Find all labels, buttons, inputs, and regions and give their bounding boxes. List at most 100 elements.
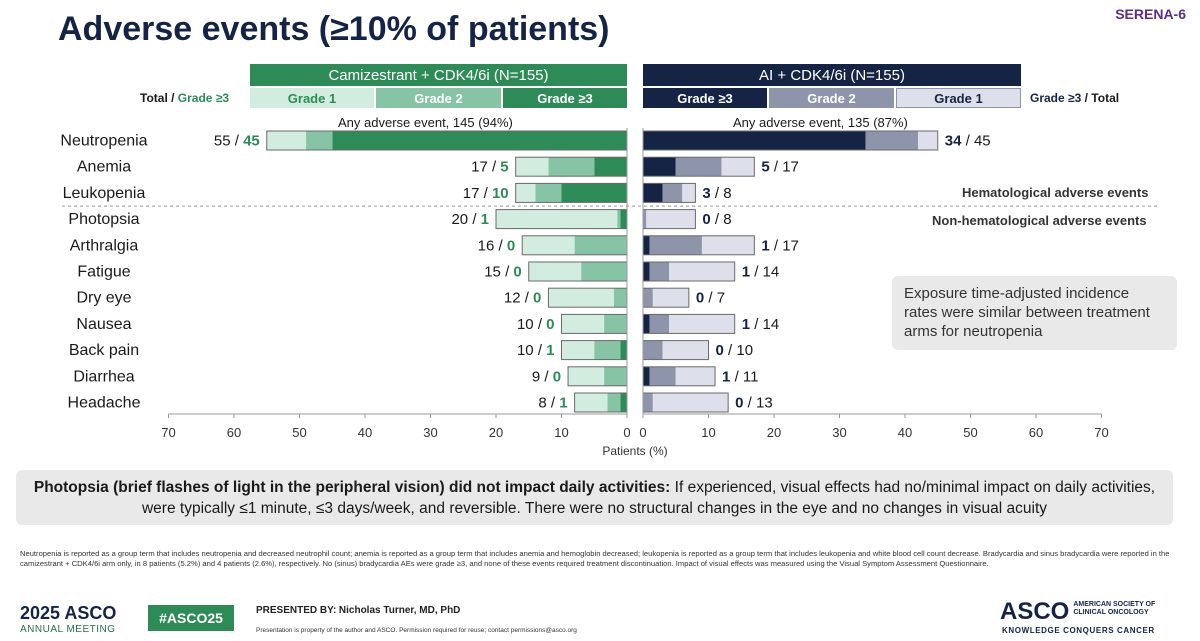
right-value-label: 5 / 17 [761,159,799,176]
bar-right-grade2 [643,209,647,229]
right-value-label: 0 / 8 [702,211,731,228]
right-value-label: 0 / 13 [735,395,773,412]
legend-left-grade2: Grade 2 [376,88,501,108]
right-total-value: / 17 [774,159,799,176]
bar-right-grade2 [649,366,676,386]
left-value-label: 16 / 0 [478,237,516,254]
right-side-label-total: Total [1091,91,1120,105]
left-grade3-value: 1 [546,342,554,359]
left-total-value: 12 / [504,290,533,307]
left-grade3-value: 0 [533,290,541,307]
bar-right-grade3 [643,262,650,281]
bar-left-grade3 [620,340,627,360]
legend-right-grade3: Grade ≥3 [643,88,767,108]
left-grade3-value: 1 [481,211,489,228]
page-title: Adverse events (≥10% of patients) [58,10,610,48]
bar-left-grade3 [594,157,627,177]
category-label: Nausea [76,316,131,333]
left-side-label: Total / Grade ≥3 [140,91,230,105]
left-total-value: 16 / [478,237,507,254]
category-label: Leukopenia [63,185,146,202]
right-grade3-value: 0 [696,290,709,307]
bar-right-grade3 [643,235,650,255]
right-total-value: / 17 [774,237,799,254]
right-tick-label: 40 [898,425,912,440]
bar-right-grade1 [646,209,696,229]
right-grade3-value: 1 [722,368,735,385]
right-value-label: 0 / 10 [716,342,754,359]
left-total-value: 55 / [214,133,243,150]
right-total-value: / 10 [728,342,753,359]
bar-right-grade2 [643,393,653,412]
non-hematological-section-label: Non-hematological adverse events [932,213,1147,228]
left-grade3-value: 1 [559,395,567,412]
left-total-value: 20 / [451,211,480,228]
legend-right-grade1: Grade 1 [896,88,1021,108]
category-label: Dry eye [76,290,131,307]
left-value-label: 20 / 1 [451,211,489,228]
right-grade3-value: 1 [761,237,774,254]
bar-left-grade1 [528,262,582,281]
category-label: Neutropenia [60,133,147,150]
bar-right-grade1 [669,314,735,334]
left-tick-label: 70 [161,425,175,440]
bar-right-grade3 [643,314,650,334]
left-any-ae: Any adverse event, 145 (94%) [338,115,513,130]
right-tick-label: 20 [767,425,781,440]
bar-left-grade2 [581,262,627,281]
left-total-value: 10 / [517,316,546,333]
category-label: Arthralgia [70,237,139,254]
presenter-name: Nicholas Turner, MD, PhD [338,605,461,616]
annual-meeting-label: ANNUAL MEETING [20,624,116,635]
bar-right-grade2 [865,131,919,150]
right-total-value: / 8 [715,185,732,202]
left-grade3-value: 0 [507,237,515,254]
bar-right-grade2 [649,235,702,255]
bar-left-grade1 [266,131,307,150]
bar-left-grade1 [496,209,618,229]
left-value-label: 55 / 45 [214,133,260,150]
bar-right-grade1 [918,131,938,150]
left-total-value: 10 / [517,342,546,359]
left-value-label: 10 / 1 [517,342,555,359]
bar-right-grade3 [643,183,663,203]
left-tick-label: 60 [227,425,241,440]
right-value-label: 1 / 14 [742,264,780,281]
asco-logo-sub: AMERICAN SOCIETY OF CLINICAL ONCOLOGY [1073,601,1156,616]
right-value-label: 3 / 8 [702,185,731,202]
legend-right-grade2: Grade 2 [769,88,894,108]
right-arm-header: AI + CDK4/6i (N=155) [643,64,1021,86]
bar-left-grade2 [548,157,595,177]
left-grade3-value: 0 [513,264,521,281]
right-total-value: / 7 [708,290,725,307]
hashtag-badge: #ASCO25 [148,605,234,631]
left-value-label: 17 / 10 [463,185,509,202]
left-value-label: 8 / 1 [538,395,567,412]
bar-left-grade1 [515,183,536,203]
right-value-label: 1 / 17 [761,237,799,254]
bar-left-grade2 [594,340,621,360]
bar-left-grade1 [568,366,605,386]
bar-left-grade1 [574,393,608,412]
bar-right-grade2 [675,157,722,177]
left-tick-label: 40 [358,425,372,440]
left-tick-label: 30 [423,425,437,440]
category-label: Anemia [77,159,131,176]
right-value-label: 1 / 14 [742,316,780,333]
trial-logo: SERENA-6 [1115,6,1186,22]
right-grade3-value: 1 [742,264,755,281]
right-grade3-value: 0 [735,395,748,412]
asco-logo: ASCO AMERICAN SOCIETY OF CLINICAL ONCOLOG… [1000,598,1163,626]
bar-left-grade3 [561,183,627,203]
left-side-label-grade3: Grade ≥3 [177,91,230,105]
left-grade3-value: 10 [492,185,509,202]
footnote: Neutropenia is reported as a group term … [20,549,1170,568]
bar-left-grade2 [607,393,621,412]
category-label: Headache [68,395,141,412]
bar-left-grade2 [613,288,627,308]
asco-tagline: KNOWLEDGE CONQUERS CANCER [1002,626,1155,635]
disclaimer: Presentation is property of the author a… [256,627,577,634]
bar-left-grade2 [604,366,627,386]
left-total-value: 8 / [538,395,559,412]
